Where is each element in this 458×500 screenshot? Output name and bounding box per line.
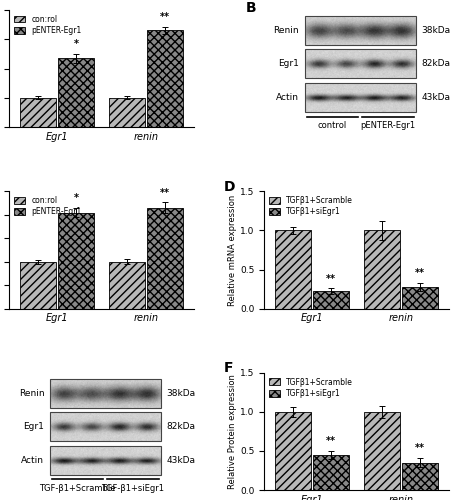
Bar (20, 98, 55, 127)
Text: 82kDa: 82kDa (166, 422, 195, 432)
Text: **: ** (415, 268, 425, 278)
Bar (403, 286, 438, 308)
Bar (20, 262, 55, 308)
Bar (305, 16, 415, 44)
Bar (313, 455, 349, 490)
Text: 38kDa: 38kDa (421, 26, 450, 35)
Text: Renin: Renin (273, 26, 299, 35)
Bar (109, 98, 145, 127)
Text: Actin: Actin (276, 93, 299, 102)
Bar (58, 58, 94, 127)
Bar (147, 208, 183, 308)
Text: Renin: Renin (19, 388, 44, 398)
Text: Egr1: Egr1 (278, 60, 299, 68)
Legend: con:rol, pENTER-Egr1: con:rol, pENTER-Egr1 (11, 12, 85, 38)
Text: **: ** (326, 274, 336, 283)
Text: *: * (73, 39, 78, 49)
Text: 38kDa: 38kDa (166, 388, 195, 398)
Bar (275, 412, 311, 490)
Text: Actin: Actin (21, 456, 44, 465)
Bar (313, 292, 349, 308)
Text: D: D (224, 180, 235, 194)
Bar (58, 212, 94, 308)
Bar (403, 462, 438, 490)
Text: 82kDa: 82kDa (421, 60, 450, 68)
Text: 43kDa: 43kDa (166, 456, 195, 465)
Bar (364, 412, 400, 490)
Bar (364, 230, 400, 308)
Text: B: B (245, 0, 256, 14)
Text: **: ** (160, 188, 170, 198)
Legend: TGFβ1+Scramble, TGFβ1+siEgr1: TGFβ1+Scramble, TGFβ1+siEgr1 (266, 374, 356, 401)
Bar (109, 262, 145, 308)
Text: Egr1: Egr1 (23, 422, 44, 432)
Text: **: ** (326, 436, 336, 446)
Bar (147, 30, 183, 127)
Text: **: ** (415, 444, 425, 454)
Bar (50, 446, 161, 475)
Bar (50, 379, 161, 408)
Y-axis label: Relative Protein expression: Relative Protein expression (228, 374, 237, 489)
Text: *: * (73, 193, 78, 203)
Bar (275, 230, 311, 308)
Text: 43kDa: 43kDa (421, 93, 450, 102)
Text: pENTER-Egr1: pENTER-Egr1 (360, 121, 415, 130)
Text: **: ** (160, 12, 170, 22)
Text: TGF-β1+siEgr1: TGF-β1+siEgr1 (101, 484, 164, 493)
Bar (50, 412, 161, 441)
Bar (305, 83, 415, 112)
Y-axis label: Relative mRNA expression: Relative mRNA expression (228, 194, 237, 306)
Text: control: control (318, 121, 347, 130)
Legend: con:rol, pENTER-Egr1: con:rol, pENTER-Egr1 (11, 193, 85, 220)
Text: F: F (224, 361, 233, 375)
Legend: TGFβ1+Scramble, TGFβ1+siEgr1: TGFβ1+Scramble, TGFβ1+siEgr1 (266, 193, 356, 220)
Text: TGF-β1+Scramble: TGF-β1+Scramble (39, 484, 116, 493)
Bar (305, 50, 415, 78)
